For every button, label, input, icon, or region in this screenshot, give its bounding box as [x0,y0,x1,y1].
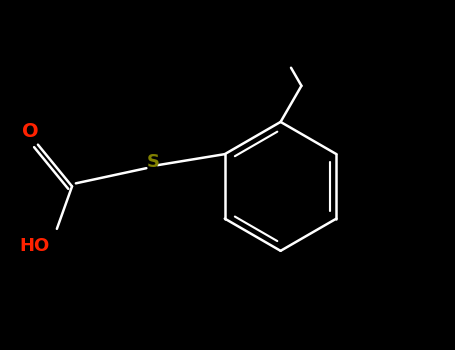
Text: O: O [22,122,39,141]
Text: HO: HO [19,237,49,254]
Text: S: S [147,153,160,171]
